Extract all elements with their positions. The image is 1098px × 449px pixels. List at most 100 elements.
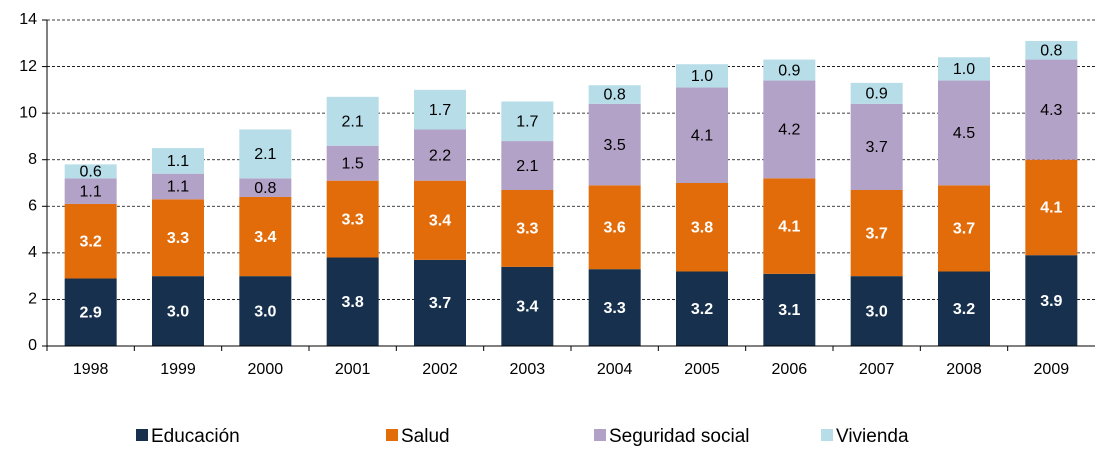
legend-label: Vivienda	[836, 426, 909, 447]
bar-segment	[1025, 255, 1078, 346]
bar-segment	[763, 273, 816, 346]
data-label: 0.8	[1040, 42, 1062, 59]
legend-swatch	[821, 429, 833, 441]
data-label: 0.8	[604, 87, 626, 104]
data-label: 3.7	[866, 139, 888, 156]
bar-segment	[64, 178, 117, 204]
bar-segment	[326, 145, 379, 181]
bar-segment	[414, 180, 466, 260]
bar-segment	[152, 148, 204, 174]
data-label: 2.1	[254, 146, 276, 163]
y-tick-label: 14	[19, 11, 37, 28]
bar-segment	[588, 103, 641, 186]
bar-segment	[676, 271, 728, 346]
bar-segment	[239, 276, 292, 346]
bar-segment	[326, 257, 379, 346]
bar-segment	[414, 129, 466, 181]
bar-segment	[1025, 40, 1078, 60]
bar-segment	[326, 96, 379, 146]
bar-segment	[501, 189, 554, 267]
data-label: 4.1	[691, 127, 713, 144]
data-label: 3.0	[254, 303, 276, 320]
data-label: 1.5	[342, 155, 364, 172]
bar-segment	[676, 183, 728, 272]
x-tick-label: 2004	[597, 361, 633, 378]
bar-segment	[938, 271, 990, 346]
bar-segment	[152, 276, 204, 346]
y-tick-label: 12	[19, 58, 37, 75]
data-label: 3.4	[254, 229, 276, 246]
data-label: 3.6	[604, 219, 626, 236]
bar-segment	[414, 259, 466, 346]
bar-segment	[64, 203, 117, 279]
data-label: 3.4	[429, 212, 451, 229]
bar-segment	[763, 59, 816, 81]
legend-label: Seguridad social	[609, 426, 749, 447]
bar-segment	[676, 64, 728, 88]
bar-segment	[938, 80, 990, 186]
x-tick-label: 2008	[946, 361, 982, 378]
x-tick-label: 2007	[859, 361, 895, 378]
data-label: 3.5	[604, 137, 626, 154]
data-label: 3.7	[866, 225, 888, 242]
data-label: 2.1	[342, 114, 364, 131]
data-label: 3.3	[342, 211, 364, 228]
data-label: 3.4	[516, 299, 538, 316]
data-label: 3.0	[866, 303, 888, 320]
data-label: 2.9	[80, 304, 102, 321]
y-tick-label: 0	[28, 337, 37, 354]
data-label: 2.2	[429, 147, 451, 164]
data-label: 1.1	[80, 183, 102, 200]
bar-segment	[239, 129, 292, 179]
bar-segment	[588, 185, 641, 270]
data-label: 4.2	[778, 122, 800, 139]
y-tick-label: 4	[28, 244, 37, 261]
bar-segment	[588, 85, 641, 104]
data-label: 1.0	[953, 61, 975, 78]
x-tick-label: 2005	[684, 361, 720, 378]
data-label: 3.1	[778, 302, 800, 319]
data-label: 0.9	[778, 62, 800, 79]
data-label: 2.1	[516, 158, 538, 175]
x-tick-label: 1998	[73, 361, 109, 378]
bar-segment	[501, 101, 554, 142]
y-tick-label: 2	[28, 291, 37, 308]
y-tick-label: 8	[28, 151, 37, 168]
data-label: 1.7	[516, 114, 538, 131]
data-label: 4.1	[1040, 200, 1062, 217]
data-label: 3.2	[80, 233, 102, 250]
bar-segment	[1025, 159, 1078, 256]
data-label: 3.3	[516, 221, 538, 238]
data-label: 3.3	[167, 230, 189, 247]
data-label: 3.2	[691, 301, 713, 318]
data-label: 3.8	[691, 219, 713, 236]
bar-segment	[938, 185, 990, 272]
legend-label: Educación	[151, 426, 240, 447]
bar-segment	[501, 266, 554, 346]
legend-swatch	[386, 429, 398, 441]
data-label: 4.1	[778, 218, 800, 235]
bar-segment	[850, 276, 903, 346]
bar-segment	[239, 178, 292, 197]
bar-segment	[676, 87, 728, 183]
data-label: 1.0	[691, 68, 713, 85]
data-label: 1.1	[167, 179, 189, 196]
bar-segment	[588, 269, 641, 346]
bar-segment	[763, 178, 816, 274]
bar-segment	[239, 196, 292, 277]
x-tick-label: 2002	[422, 361, 458, 378]
data-label: 1.1	[167, 153, 189, 170]
bar-segment	[850, 82, 903, 104]
data-label: 4.3	[1040, 102, 1062, 119]
x-tick-label: 2009	[1034, 361, 1070, 378]
bar-segment	[938, 57, 990, 81]
y-tick-label: 10	[19, 104, 37, 121]
x-tick-label: 2003	[510, 361, 546, 378]
data-label: 4.5	[953, 125, 975, 142]
bar-segment	[501, 141, 554, 190]
bar-segment	[850, 189, 903, 277]
bar-segment	[152, 199, 204, 277]
data-label: 0.8	[254, 180, 276, 197]
bar-segment	[64, 164, 117, 179]
data-label: 3.9	[1040, 293, 1062, 310]
